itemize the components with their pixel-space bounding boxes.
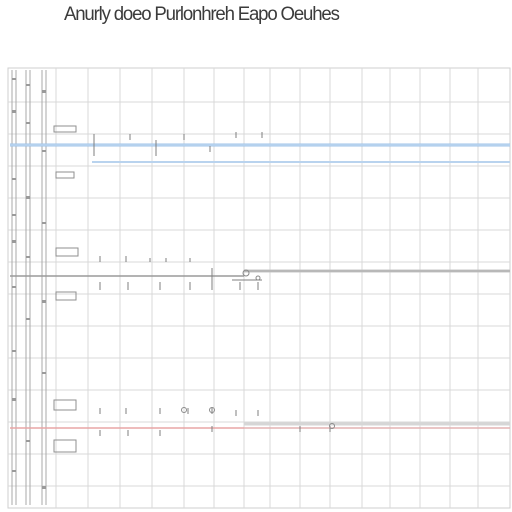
horizontal-grid — [8, 101, 510, 487]
vertical-grid — [55, 68, 479, 508]
trace-nodes — [181, 269, 335, 429]
trace-gray-1 — [10, 269, 510, 277]
page-title: Anurly doeo Purlonhreh Eapo Oeuhes — [64, 4, 340, 25]
left-rail — [11, 70, 47, 505]
left-rail-ticks — [12, 78, 46, 489]
trace-ticks-bottom — [99, 408, 331, 436]
trace-red-1 — [10, 422, 510, 429]
row-markers — [53, 125, 79, 453]
sheet-frame — [7, 67, 511, 509]
trace-ticks-mid — [99, 256, 262, 290]
trace-ticks-top — [93, 132, 263, 156]
